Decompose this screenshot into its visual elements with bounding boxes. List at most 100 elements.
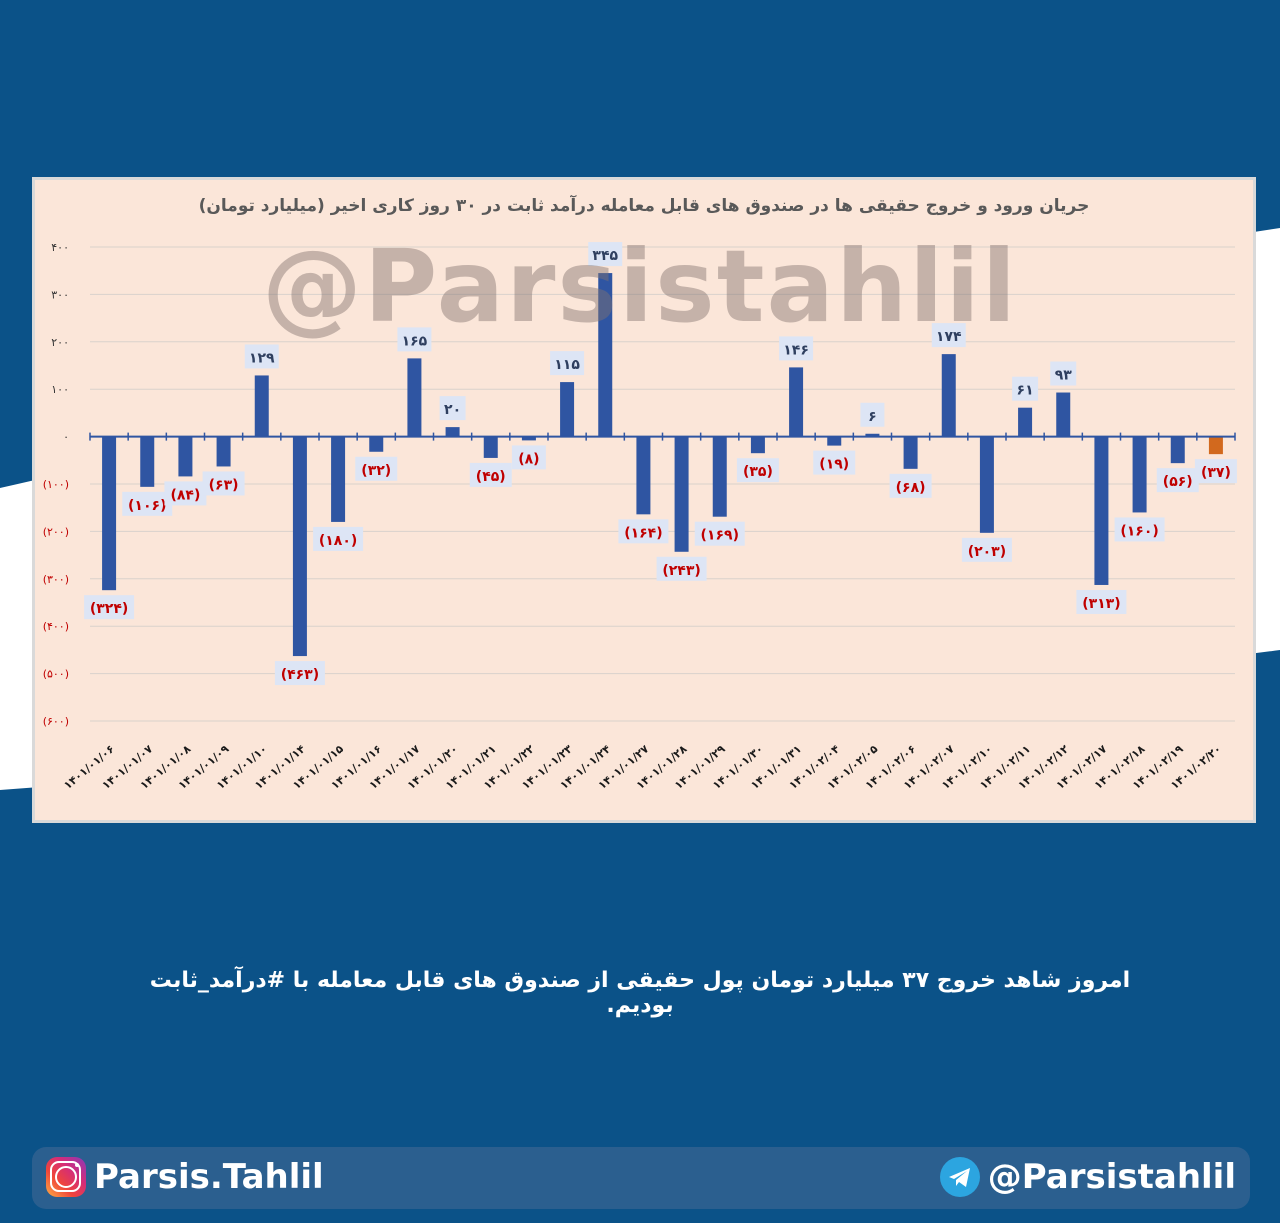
data-label: (۳۵): [743, 464, 773, 480]
data-label-box: [889, 473, 932, 498]
bar: [827, 436, 842, 446]
data-label-box: [469, 462, 512, 487]
data-label: ۱۲۹: [249, 350, 275, 366]
data-label-box: [656, 556, 707, 581]
bar: [941, 354, 956, 437]
telegram-handle: @Parsistahlil: [987, 1157, 1236, 1197]
bar: [369, 436, 384, 452]
data-label-box: [860, 402, 885, 427]
bar: [407, 358, 422, 437]
data-label-box: [1050, 361, 1077, 386]
y-tick-label: (۳۰۰): [43, 573, 69, 586]
data-label-box: [694, 521, 745, 546]
data-label-box: [1076, 589, 1127, 614]
data-label: (۸۴): [170, 487, 200, 503]
caption-text: امروز شاهد خروج ۳۷ میلیارد تومان پول حقی…: [149, 968, 1131, 1018]
chart-title: جریان ورود و خروج حقیقی ها در صندوق های …: [198, 196, 1090, 216]
data-label: (۴۶۳): [281, 667, 319, 683]
data-label: (۲۴۳): [662, 563, 700, 579]
bar: [178, 436, 193, 477]
data-label-box: [961, 537, 1012, 562]
y-tick-label: ۱۰۰: [51, 383, 69, 396]
y-tick-label: (۶۰۰): [43, 715, 69, 728]
data-label: (۳۱۳): [1082, 596, 1120, 612]
data-label-box: [439, 396, 466, 421]
bar: [979, 436, 994, 533]
instagram-link[interactable]: Parsis.Tahlil: [46, 1157, 324, 1197]
data-label: (۱۶۹): [701, 528, 739, 544]
data-label-box: [813, 450, 856, 475]
data-label-box: [931, 323, 966, 348]
telegram-link[interactable]: @Parsistahlil: [939, 1157, 1236, 1197]
bar: [636, 436, 651, 515]
data-label: (۶۸): [896, 480, 926, 496]
instagram-handle: Parsis.Tahlil: [94, 1157, 324, 1197]
data-label: ۲۰: [444, 402, 461, 418]
data-label: (۳۲): [361, 463, 391, 479]
telegram-icon: [939, 1157, 980, 1197]
data-label-box: [164, 481, 207, 506]
data-label: (۱۸۰): [319, 533, 357, 549]
data-label-box: [202, 471, 245, 496]
bar: [445, 427, 460, 437]
data-label-box: [618, 519, 669, 544]
bar-chart: ۴۰۰ ۳۰۰ ۲۰۰ ۱۰۰ ۰ (۱۰۰) (۲۰۰) (۳۰۰) (۴۰۰) (۵۰۰) (۶…: [43, 241, 1237, 792]
data-label: ۶۱: [1017, 383, 1034, 399]
bar: [1018, 407, 1033, 437]
data-label: (۵۶): [1163, 474, 1193, 490]
data-label: ۱۱۵: [554, 357, 580, 373]
bar: [560, 382, 575, 437]
y-tick-label: ۳۰۰: [51, 288, 69, 301]
data-label: (۴۵): [476, 469, 506, 485]
bar: [1094, 436, 1109, 585]
data-label: (۱۰۶): [128, 498, 166, 514]
data-label: (۱۶۴): [624, 525, 662, 541]
data-label-box: [588, 242, 623, 267]
instagram-icon: [46, 1157, 86, 1197]
data-label-box: [274, 661, 325, 686]
data-label: (۳۲۴): [90, 601, 128, 617]
data-label-box: [511, 445, 546, 470]
data-label-box: [313, 526, 364, 551]
y-tick-label: (۵۰۰): [43, 668, 69, 681]
bar: [102, 436, 117, 591]
bar: [292, 436, 307, 657]
data-label-box: [736, 458, 779, 483]
data-label: ۱۷۴: [936, 329, 962, 345]
data-label-box: [1114, 517, 1165, 542]
bar: [483, 436, 498, 458]
y-tick-label: ۴۰۰: [51, 241, 69, 254]
bar: [712, 436, 727, 517]
data-label: ۶: [868, 409, 877, 425]
data-label-box: [122, 491, 173, 516]
bar: [1170, 436, 1185, 464]
data-label-box: [1194, 459, 1237, 484]
bar: [1056, 392, 1071, 437]
data-label: ۱۴۶: [783, 342, 809, 358]
data-label: (۲۰۳): [968, 544, 1006, 560]
data-label-box: [550, 351, 585, 376]
bar: [331, 436, 346, 522]
data-label-box: [1156, 468, 1199, 493]
data-label: ۹۳: [1055, 368, 1073, 384]
bar: [789, 367, 804, 437]
data-label-box: [397, 327, 432, 352]
bar: [903, 436, 918, 469]
data-label: (۶۳): [209, 477, 239, 493]
bar: [1208, 436, 1223, 455]
bar: [140, 436, 155, 487]
data-label-box: [244, 344, 279, 369]
chart-panel: ۴۰۰ ۳۰۰ ۲۰۰ ۱۰۰ ۰ (۱۰۰) (۲۰۰) (۳۰۰) (۴۰۰) (۵۰۰) (۶…: [32, 177, 1256, 823]
y-tick-label: (۲۰۰): [43, 525, 69, 538]
bar: [674, 436, 689, 552]
data-label-box: [1012, 376, 1039, 401]
bar: [521, 436, 536, 441]
footer-bar: Parsis.Tahlil @Parsistahlil: [32, 1147, 1250, 1209]
data-label: (۸): [518, 451, 539, 467]
data-label: (۱۹): [819, 457, 849, 473]
bar: [750, 436, 765, 454]
y-tick-label: ۲۰۰: [51, 336, 69, 349]
bar: [865, 433, 880, 437]
data-label: ۱۶۵: [402, 333, 428, 349]
data-label: (۳۷): [1201, 465, 1231, 481]
